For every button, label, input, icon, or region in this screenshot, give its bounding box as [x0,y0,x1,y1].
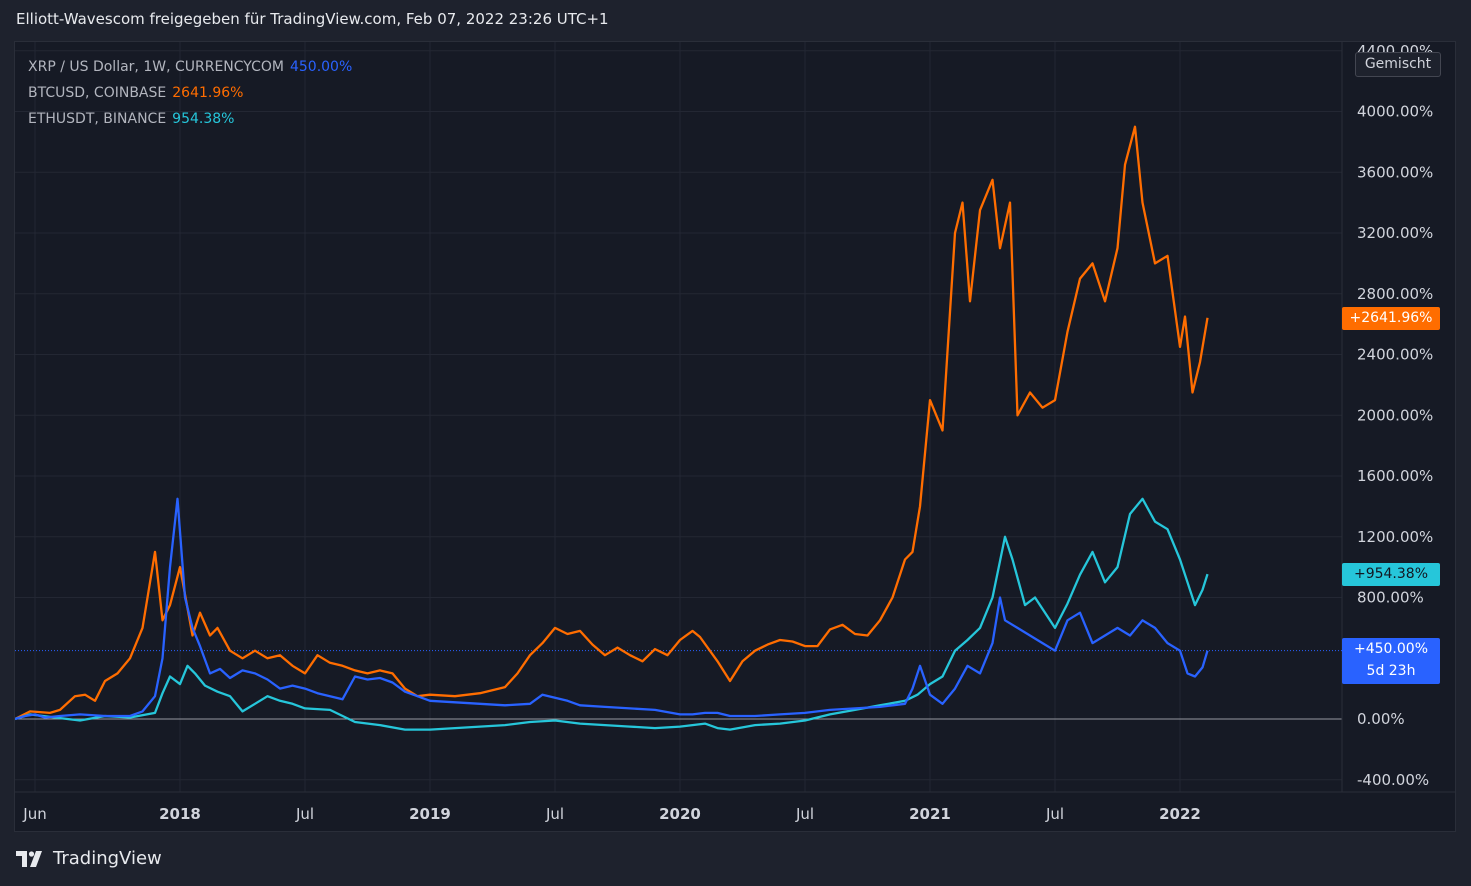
eth-price-tag: +954.38% [1342,563,1440,586]
series-line [15,497,1209,731]
x-tick-label: 2020 [659,805,701,823]
y-tick-label: 3600.00% [1357,163,1433,181]
legend-value: 954.38% [172,111,235,127]
x-tick-label: Jul [1045,805,1064,823]
x-tick-label: 2019 [409,805,451,823]
chart-share-title: Elliott-Wavescom freigegeben für Trading… [16,10,609,28]
y-tick-label: 0.00% [1357,710,1405,728]
xrp-price-tag-value: +450.00% [1353,641,1429,657]
legend-name: XRP / US Dollar, 1W, CURRENCYCOM [28,59,284,75]
legend-name: BTCUSD, COINBASE [28,85,167,101]
y-tick-label: 2400.00% [1357,346,1433,364]
x-tick-label: 2018 [159,805,201,823]
btc-price-tag: +2641.96% [1342,307,1440,330]
legend-row-btc[interactable]: BTCUSD, COINBASE 2641.96% [28,80,352,106]
legend-name: ETHUSDT, BINANCE [28,111,167,127]
x-tick-label: 2022 [1159,805,1201,823]
legend-value: 450.00% [289,59,353,75]
xrp-price-tag: +450.00% 5d 23h [1342,638,1440,684]
scale-mode-button[interactable]: Gemischt [1355,52,1441,77]
y-tick-label: 4000.00% [1357,103,1433,121]
y-tick-label: 2800.00% [1357,285,1433,303]
legend-value: 2641.96% [172,85,244,101]
price-chart[interactable]: 4400.00%4000.00%3600.00%3200.00%2800.00%… [15,42,1455,831]
y-tick-label: 1600.00% [1357,467,1433,485]
x-tick-label: Jul [295,805,314,823]
legend-row-xrp[interactable]: XRP / US Dollar, 1W, CURRENCYCOM 450.00% [28,54,352,80]
x-tick-label: Jul [795,805,814,823]
legend: XRP / US Dollar, 1W, CURRENCYCOM 450.00% … [28,54,352,132]
y-tick-label: 1200.00% [1357,528,1433,546]
chart-panel[interactable]: 4400.00% 4000.00% 3600.00% 3200.00% 2800.00%… [14,41,1456,832]
y-tick-label: 3200.00% [1357,224,1433,242]
tradingview-logo-icon [16,850,42,867]
y-tick-label: 800.00% [1357,589,1424,607]
footer-brand-name: TradingView [53,848,162,869]
footer-brand: TradingView [16,848,162,869]
x-tick-label: 2021 [909,805,951,823]
series-line [15,497,1209,721]
legend-row-eth[interactable]: ETHUSDT, BINANCE 954.38% [28,106,352,132]
series-line [15,125,1209,721]
x-tick-label: Jun [22,805,46,823]
xrp-countdown: 5d 23h [1366,663,1416,679]
x-tick-label: Jul [545,805,564,823]
y-tick-label: -400.00% [1357,771,1429,789]
y-tick-label: 2000.00% [1357,406,1433,424]
